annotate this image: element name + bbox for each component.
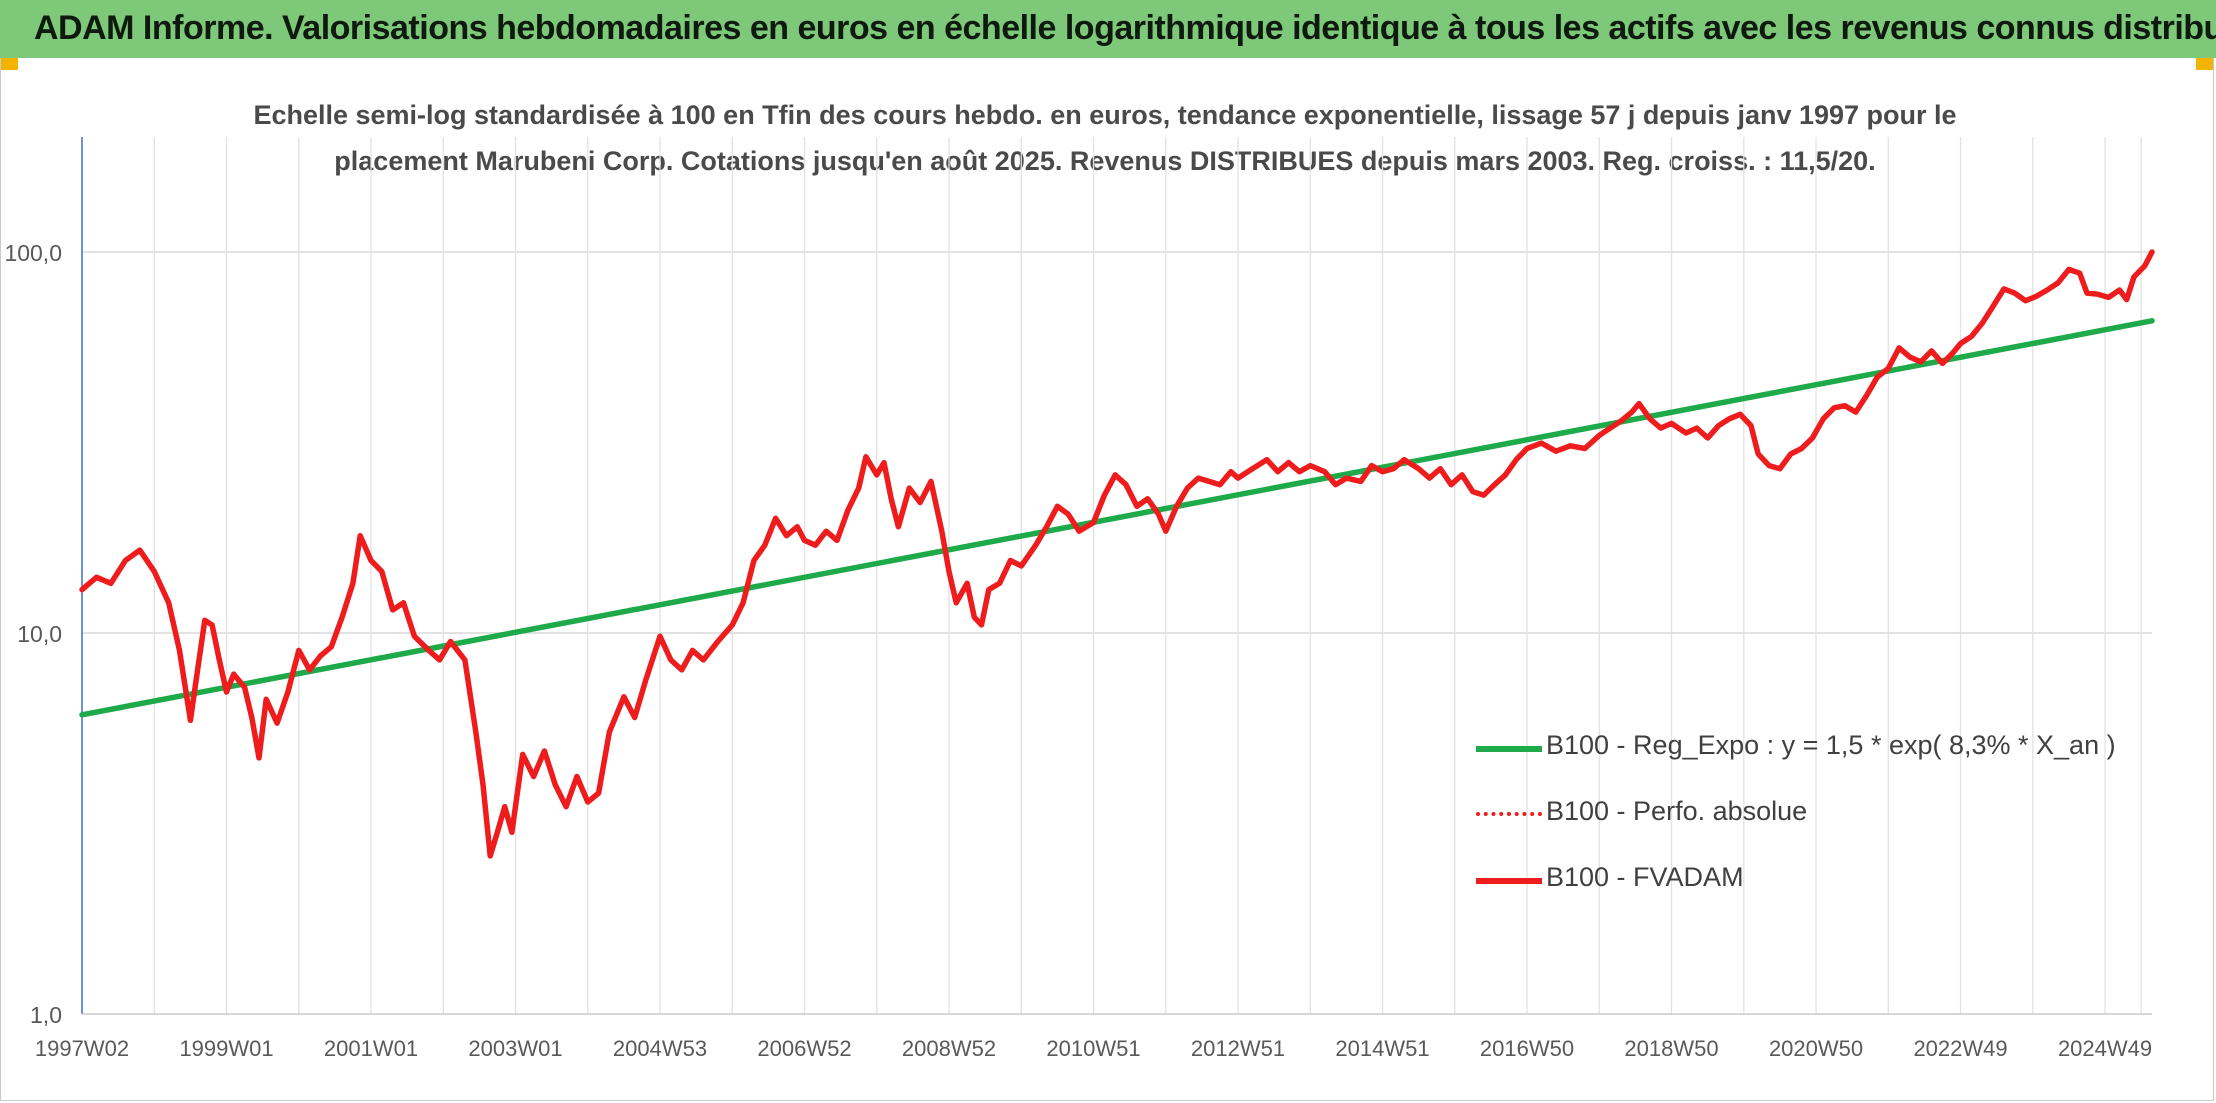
y-tick-label: 10,0 (17, 621, 62, 647)
regression-line (79, 318, 2155, 718)
x-tick-label: 2018W50 (1624, 1036, 1718, 1061)
x-tick-label: 2012W51 (1191, 1036, 1285, 1061)
legend-label-reg-expo: B100 - Reg_Expo : y = 1,5 * exp( 8,3% * … (1546, 730, 2116, 760)
chart-frame (0, 58, 2214, 1101)
x-tick-label: 2022W49 (1913, 1036, 2007, 1061)
legend-swatch-reg-expo (1476, 746, 1542, 752)
legend-swatch-fvadam (1476, 878, 1542, 884)
legend-swatch-perfo-absolue (1476, 812, 1542, 816)
legend-label-perfo-absolue: B100 - Perfo. absolue (1546, 796, 1808, 826)
x-tick-label: 2006W52 (757, 1036, 851, 1061)
header-banner: ADAM Informe. Valorisations hebdomadaire… (0, 0, 2216, 58)
legend-label-fvadam: B100 - FVADAM (1546, 862, 1744, 892)
x-tick-label: 2004W53 (613, 1036, 707, 1061)
y-tick-label: 1,0 (30, 1002, 62, 1028)
series (79, 249, 2155, 859)
x-tick-label: 1999W01 (179, 1036, 273, 1061)
x-tick-label: 2003W01 (468, 1036, 562, 1061)
corner-marker-right (2196, 58, 2214, 70)
x-tick-label: 2001W01 (324, 1036, 418, 1061)
chart-title-line1: Echelle semi-log standardisée à 100 en T… (253, 100, 1956, 130)
x-tick-label: 1997W02 (35, 1036, 129, 1061)
corner-marker-left (0, 58, 18, 70)
x-tick-label: 2010W51 (1046, 1036, 1140, 1061)
banner-title: ADAM Informe. Valorisations hebdomadaire… (34, 9, 2216, 47)
y-tick-label: 100,0 (4, 240, 62, 266)
x-tick-label: 2020W50 (1769, 1036, 1863, 1061)
x-tick-label: 2016W50 (1480, 1036, 1574, 1061)
x-tick-label: 2008W52 (902, 1036, 996, 1061)
axes: 1,0 10,0 100,0 1997W02 1999W01 2001W01 2003W01… (4, 137, 2152, 1061)
series-line-fvadam (79, 249, 2155, 859)
x-tick-label: 2024W49 (2058, 1036, 2152, 1061)
grid (81, 137, 2152, 1015)
chart-title-line2: placement Marubeni Corp. Cotations jusqu… (334, 146, 1875, 176)
x-tick-label: 2014W51 (1335, 1036, 1429, 1061)
